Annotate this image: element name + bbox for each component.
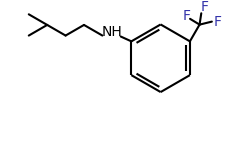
Text: F: F: [182, 9, 190, 23]
Text: F: F: [200, 0, 208, 14]
Text: F: F: [214, 15, 222, 29]
Text: NH: NH: [102, 25, 122, 39]
